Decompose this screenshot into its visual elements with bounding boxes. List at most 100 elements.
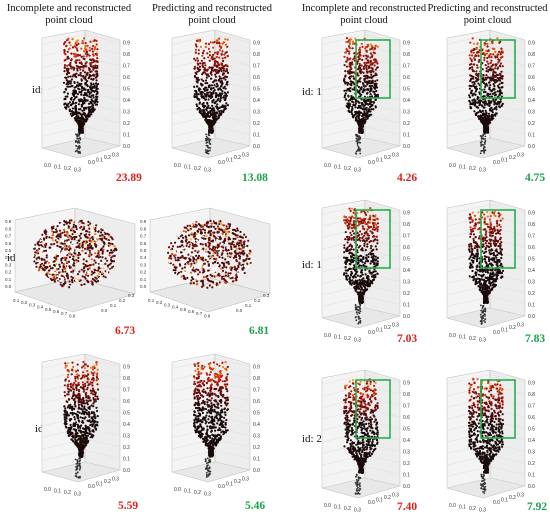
z-tick-label: 0.4	[528, 268, 535, 274]
z-tick-label: 0.9	[528, 41, 535, 47]
x-tick-label: 0.0	[324, 503, 331, 509]
plot-id16-incomplete: 0.00.10.20.30.40.50.60.70.80.90.0 0.1 0.2 0…	[321, 29, 410, 174]
z-tick-label: 0.7	[253, 64, 260, 70]
z-tick-label: 0.6	[5, 241, 12, 246]
z-tick-label: 0.9	[123, 365, 130, 371]
x-tick-label: 0.2	[64, 490, 71, 496]
y-tick-label: 0.2	[234, 479, 241, 485]
x-tick-label: 0.3	[74, 168, 81, 174]
y-tick-label: 0.1	[96, 482, 103, 488]
x-tick-label: 0.1	[459, 505, 466, 511]
x-tick-label: 0.2	[344, 336, 351, 342]
z-tick-label: 0.2	[253, 445, 260, 451]
z-tick-label: 0.5	[140, 248, 147, 253]
z-tick-label: 0.8	[403, 52, 410, 58]
z-tick-label: 0.3	[123, 110, 130, 116]
z-tick-label: 0.5	[403, 87, 410, 93]
y-tick-label: 0.2	[104, 155, 111, 161]
z-tick-label: 0.4	[5, 255, 12, 260]
z-tick-label: 0.1	[123, 133, 130, 139]
y-tick-label: 0.0	[236, 308, 243, 313]
z-tick-label: 0.0	[123, 468, 130, 474]
x-tick-label: 0.1	[459, 335, 466, 341]
y-tick-label: 0.1	[226, 158, 233, 164]
x-tick-label: 0.7	[196, 311, 203, 316]
y-tick-label: 0.1	[226, 482, 233, 488]
z-tick-label: 0.3	[528, 450, 535, 456]
x-tick-label: 0.7	[61, 311, 68, 316]
z-tick-label: 0.9	[5, 219, 12, 224]
z-tick-label: 0.0	[403, 144, 410, 150]
y-tick-label: 0.2	[509, 325, 516, 331]
z-tick-label: 0.4	[528, 438, 535, 444]
plot-id20-predicting: 0.00.10.20.30.40.50.60.70.80.90.0 0.1 0.2 0…	[446, 369, 535, 514]
id-label-19: id: 19	[302, 259, 328, 271]
x-tick-label: 0.8	[204, 313, 211, 318]
z-tick-label: 0.4	[123, 422, 130, 428]
z-tick-label: 0.3	[123, 434, 130, 440]
x-tick-label: 0.1	[13, 298, 20, 303]
y-tick-label: 0.2	[254, 298, 261, 303]
plot-id19-incomplete: 0.00.10.20.30.40.50.60.70.80.90.0 0.1 0.2 0…	[321, 199, 410, 344]
z-tick-label: 0.8	[528, 52, 535, 58]
x-tick-label: 0.2	[156, 300, 163, 305]
z-tick-label: 0.6	[403, 415, 410, 421]
y-tick-label: 0.0	[493, 330, 500, 336]
z-tick-label: 0.1	[140, 277, 147, 282]
y-tick-label: 0.0	[218, 160, 225, 166]
y-tick-label: 0.0	[88, 484, 95, 490]
z-tick-label: 0.0	[528, 314, 535, 320]
z-tick-label: 0.3	[403, 110, 410, 116]
z-tick-label: 0.8	[123, 52, 130, 58]
y-tick-label: 0.3	[392, 323, 399, 329]
x-tick-label: 0.0	[174, 163, 181, 169]
z-tick-label: 0.5	[403, 427, 410, 433]
z-tick-label: 0.6	[528, 245, 535, 251]
z-tick-label: 0.8	[528, 392, 535, 398]
x-tick-label: 0.3	[354, 508, 361, 514]
z-tick-label: 0.3	[528, 110, 535, 116]
y-tick-label: 0.0	[493, 160, 500, 166]
x-tick-label: 0.3	[354, 338, 361, 344]
z-tick-label: 0.4	[123, 98, 130, 104]
y-tick-label: 0.0	[101, 308, 108, 313]
z-tick-label: 0.7	[403, 234, 410, 240]
y-tick-label: 0.1	[501, 158, 508, 164]
x-tick-label: 0.0	[449, 503, 456, 509]
z-tick-label: 0.4	[403, 438, 410, 444]
z-tick-label: 0.4	[253, 98, 260, 104]
z-tick-label: 0.2	[528, 121, 535, 127]
x-tick-label: 0.0	[174, 487, 181, 493]
x-tick-label: 0.0	[324, 333, 331, 339]
z-tick-label: 0.3	[528, 280, 535, 286]
x-tick-label: 0.4	[37, 305, 44, 310]
z-tick-label: 0.5	[528, 257, 535, 263]
z-tick-label: 0.4	[403, 268, 410, 274]
x-tick-label: 0.4	[172, 305, 179, 310]
z-tick-label: 0.2	[403, 121, 410, 127]
z-tick-label: 0.1	[123, 457, 130, 463]
score-id16-predicting: 4.75	[525, 172, 546, 184]
x-tick-label: 0.2	[64, 166, 71, 172]
y-tick-label: 0.1	[376, 158, 383, 164]
z-tick-label: 0.3	[5, 262, 12, 267]
x-tick-label: 0.3	[29, 302, 36, 307]
y-tick-label: 0.3	[242, 153, 249, 159]
z-tick-label: 0.6	[140, 241, 147, 246]
y-tick-label: 0.0	[368, 500, 375, 506]
z-tick-label: 0.1	[528, 133, 535, 139]
y-tick-label: 0.2	[384, 325, 391, 331]
y-tick-label: 0.3	[517, 493, 524, 499]
plot-id1-incomplete: 0.00.10.20.30.40.50.60.70.80.90.0 0.1 0.2 0…	[41, 29, 130, 174]
z-tick-label: 0.6	[403, 75, 410, 81]
z-tick-label: 0.3	[403, 280, 410, 286]
score-id15-predicting: 5.46	[245, 500, 266, 512]
x-tick-label: 0.3	[479, 168, 486, 174]
z-tick-label: 0.7	[528, 234, 535, 240]
z-tick-label: 0.7	[403, 64, 410, 70]
z-tick-label: 0.6	[253, 399, 260, 405]
z-tick-label: 0.7	[253, 388, 260, 394]
z-tick-label: 0.0	[140, 284, 147, 289]
x-tick-label: 0.1	[148, 298, 155, 303]
y-tick-label: 0.3	[112, 477, 119, 483]
